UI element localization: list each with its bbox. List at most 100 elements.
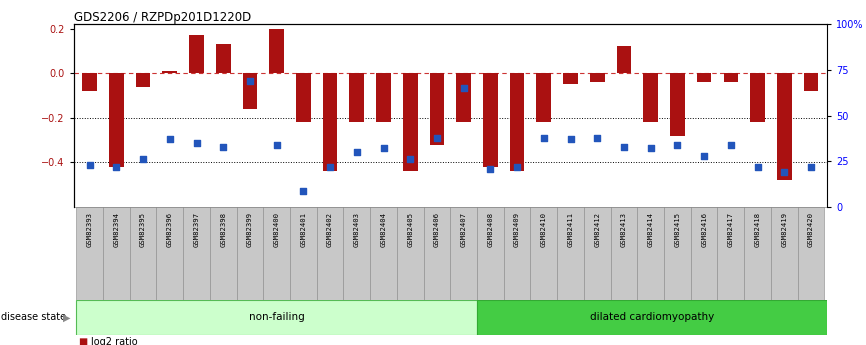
Bar [263,207,290,300]
Point [724,142,738,148]
Point [404,157,417,162]
Point [670,142,684,148]
Bar [183,207,210,300]
Bar [691,207,718,300]
Text: GSM82404: GSM82404 [380,211,386,247]
Point [109,164,123,169]
Bar [163,71,178,73]
Bar [617,47,631,73]
Text: GSM82420: GSM82420 [808,211,814,247]
Point [617,144,631,149]
Text: GSM82406: GSM82406 [434,211,440,247]
Text: GSM82394: GSM82394 [113,211,120,247]
Bar [317,207,344,300]
Point [377,146,391,151]
Bar [697,73,712,82]
Text: GSM82417: GSM82417 [727,211,734,247]
Bar [643,73,658,122]
Point [243,78,257,83]
Point [483,166,497,171]
Text: GSM82405: GSM82405 [407,211,413,247]
Text: GSM82402: GSM82402 [327,211,333,247]
Text: ■: ■ [78,337,87,345]
Bar [397,207,423,300]
Bar [590,73,604,82]
Bar [109,73,124,167]
Text: disease state: disease state [1,313,66,322]
Text: GSM82396: GSM82396 [167,211,173,247]
Bar [771,207,798,300]
Text: GSM82401: GSM82401 [301,211,307,247]
Bar [723,73,738,82]
Bar [130,207,157,300]
Point [323,164,337,169]
Bar [750,73,765,122]
Text: GSM82403: GSM82403 [354,211,359,247]
Text: GSM82408: GSM82408 [488,211,494,247]
Point [804,164,818,169]
Point [163,137,177,142]
Point [751,164,765,169]
Point [591,135,604,140]
Text: GSM82419: GSM82419 [781,211,787,247]
Text: GSM82409: GSM82409 [514,211,520,247]
Bar [344,207,370,300]
Bar [744,207,771,300]
Bar [798,207,824,300]
Bar [637,207,664,300]
Bar [504,207,531,300]
Bar [236,207,263,300]
Point [537,135,551,140]
Text: non-failing: non-failing [249,313,305,322]
Text: GSM82395: GSM82395 [140,211,146,247]
Point [136,157,150,162]
Text: GSM82413: GSM82413 [621,211,627,247]
Bar [531,207,557,300]
Bar [477,300,827,335]
Bar [242,73,257,109]
Bar [350,73,365,122]
Point [350,149,364,155]
Text: dilated cardiomyopathy: dilated cardiomyopathy [590,313,714,322]
Bar [290,207,317,300]
Bar [210,207,236,300]
Bar [76,207,103,300]
Text: GSM82416: GSM82416 [701,211,708,247]
Text: GSM82397: GSM82397 [193,211,199,247]
Text: GSM82410: GSM82410 [541,211,546,247]
Bar [76,300,477,335]
Text: GSM82412: GSM82412 [594,211,600,247]
Bar [670,73,685,136]
Text: GSM82415: GSM82415 [675,211,681,247]
Bar [157,207,183,300]
Bar [563,73,578,85]
Bar [296,73,311,122]
Bar [136,73,151,87]
Text: GSM82407: GSM82407 [461,211,467,247]
Text: GSM82414: GSM82414 [648,211,654,247]
Point [456,85,470,91]
Bar [510,73,525,171]
Point [296,188,310,193]
Text: GSM82398: GSM82398 [220,211,226,247]
Point [564,137,578,142]
Bar [269,29,284,73]
Bar [370,207,397,300]
Point [216,144,230,149]
Text: GSM82399: GSM82399 [247,211,253,247]
Point [269,142,283,148]
Bar [536,73,551,122]
Point [510,164,524,169]
Bar [403,73,417,171]
Bar [216,44,230,73]
Text: GSM82411: GSM82411 [567,211,573,247]
Bar [777,73,792,180]
Bar [456,73,471,122]
Bar [477,207,504,300]
Point [430,135,444,140]
Text: GDS2206 / RZPDp201D1220D: GDS2206 / RZPDp201D1220D [74,11,251,24]
Bar [664,207,691,300]
Point [83,162,97,168]
Bar [557,207,584,300]
Bar [376,73,391,122]
